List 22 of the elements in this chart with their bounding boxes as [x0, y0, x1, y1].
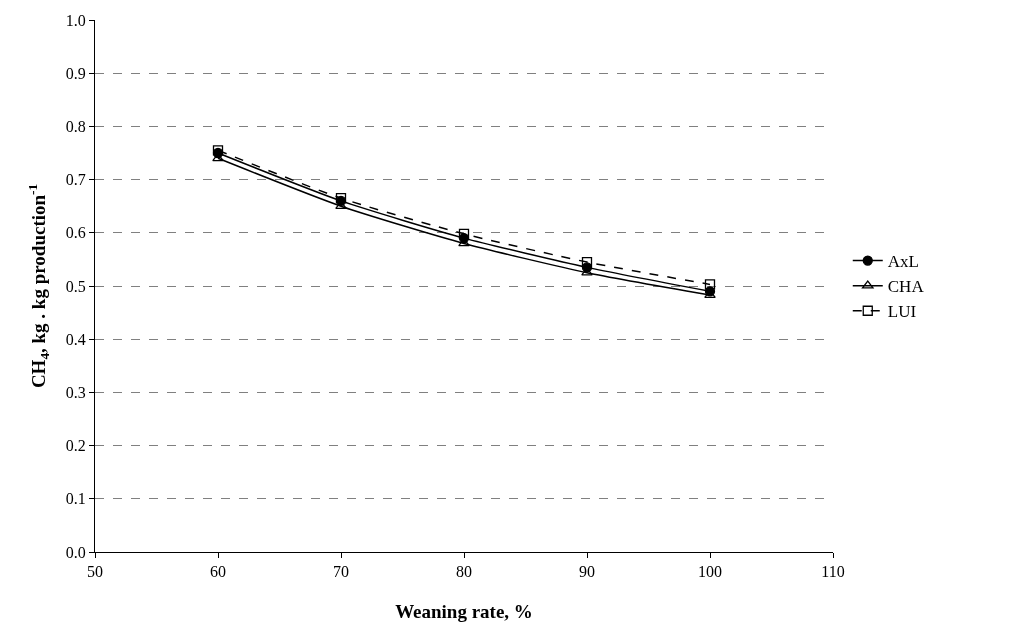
- y-tick-label: 0.2: [65, 437, 86, 455]
- legend-label: CHA: [887, 277, 925, 297]
- x-tick-label: 100: [698, 563, 722, 581]
- y-tick-label: 0.6: [65, 224, 86, 242]
- x-tick-label: 50: [87, 563, 103, 581]
- x-tick-label: 110: [821, 563, 845, 581]
- x-tick-label: 60: [210, 563, 226, 581]
- legend-label: LUI: [887, 302, 917, 322]
- y-tick-label: 0.4: [65, 330, 86, 348]
- y-tick-label: 0.1: [65, 490, 86, 508]
- x-tick-label: 90: [579, 563, 595, 581]
- x-tick-label: 70: [333, 563, 349, 581]
- y-tick-label: 0.5: [65, 277, 86, 295]
- y-tick-label: 0.8: [65, 118, 86, 135]
- y-tick-label: 0.7: [65, 171, 86, 189]
- y-tick-label: 0.9: [65, 64, 86, 82]
- x-tick-label: 80: [456, 563, 472, 581]
- x-axis-title: Weaning rate, %: [395, 601, 533, 622]
- y-tick-label: 0.3: [65, 384, 86, 401]
- legend-label: AxL: [887, 252, 919, 272]
- y-tick-label: 0.0: [65, 543, 86, 561]
- y-tick-label: 1.0: [65, 11, 86, 29]
